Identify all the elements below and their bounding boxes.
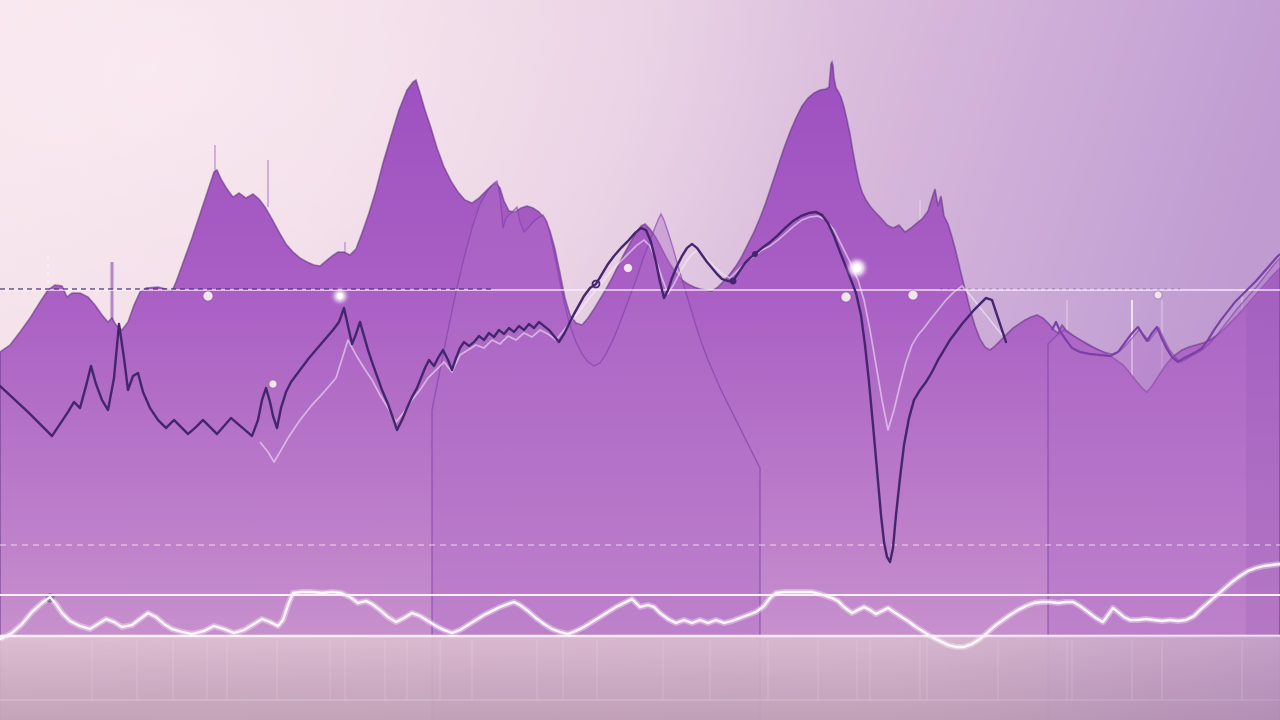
glow-marker xyxy=(853,264,861,272)
sparkline-layer xyxy=(0,561,1280,650)
primary-line-series xyxy=(0,210,1008,564)
secondary-line-series xyxy=(1051,253,1280,364)
guide-lines-layer xyxy=(0,288,1280,546)
overlay-area-mid-series xyxy=(431,179,761,720)
light-circle-marker xyxy=(840,291,852,303)
line-series-layer xyxy=(0,210,1280,564)
light-circle-marker xyxy=(268,379,278,389)
footer-tint xyxy=(0,636,1280,720)
dark-dot-marker xyxy=(752,251,758,257)
light-circle-marker xyxy=(202,290,214,302)
light-circle-marker xyxy=(907,289,919,301)
light-circle-marker xyxy=(623,263,633,273)
right-edge-shading xyxy=(1246,270,1280,640)
glow-marker xyxy=(337,293,343,299)
area-series-layer xyxy=(0,59,1280,720)
light-circle-marker xyxy=(1153,290,1163,300)
ring-marker xyxy=(591,279,601,289)
footer-reflection-layer xyxy=(0,594,1280,720)
sparkline-series xyxy=(0,562,1280,649)
overlay-area-right-series xyxy=(1047,256,1280,720)
dark-dot-marker xyxy=(729,277,737,285)
